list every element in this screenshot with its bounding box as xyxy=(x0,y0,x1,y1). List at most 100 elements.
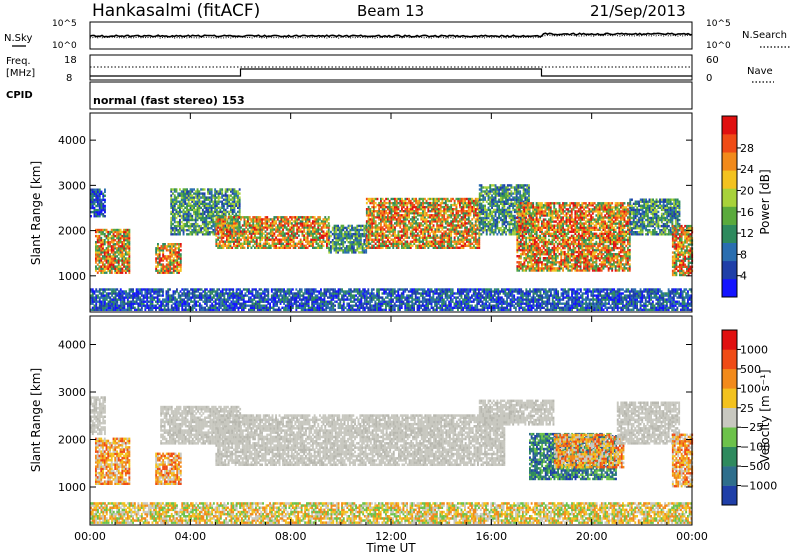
echo-cell xyxy=(126,253,129,256)
echo-cell xyxy=(434,197,437,201)
echo-cell xyxy=(450,230,453,233)
echo-cell xyxy=(250,228,253,231)
echo-cell xyxy=(306,238,309,241)
echo-cell xyxy=(170,202,173,205)
echo-cell xyxy=(535,224,538,227)
echo-cell xyxy=(485,212,488,216)
echo-cell xyxy=(354,251,357,254)
echo-cell xyxy=(527,242,529,246)
echo-cell xyxy=(254,242,256,245)
echo-cell xyxy=(404,246,407,249)
echo-cell xyxy=(255,246,258,249)
echo-cell xyxy=(525,240,528,244)
echo-cell xyxy=(313,232,316,235)
echo-cell xyxy=(301,242,304,245)
echo-cell xyxy=(179,229,181,232)
echo-cell xyxy=(278,238,281,241)
echo-cell xyxy=(510,220,513,224)
echo-cell xyxy=(287,232,290,235)
echo-cell xyxy=(496,186,499,189)
echo-cell xyxy=(238,204,241,207)
echo-cell xyxy=(380,218,382,221)
echo-cell xyxy=(226,198,229,201)
echo-cell xyxy=(542,224,545,227)
echo-cell xyxy=(287,236,290,239)
echo-cell xyxy=(466,197,468,201)
echo-cell xyxy=(439,244,442,247)
echo-cell xyxy=(537,238,540,242)
echo-cell xyxy=(427,205,430,209)
echo-cell xyxy=(282,244,284,247)
echo-cell xyxy=(158,255,161,258)
echo-cell xyxy=(423,212,426,215)
echo-cell xyxy=(296,220,299,223)
echo-cell xyxy=(173,188,176,191)
echo-cell xyxy=(448,216,451,219)
echo-cell xyxy=(182,216,185,220)
echo-cell xyxy=(233,196,236,199)
echo-cell xyxy=(367,212,370,215)
echo-cell xyxy=(546,212,549,215)
echo-cell xyxy=(324,224,327,227)
echo-cell xyxy=(210,224,213,228)
echo-cell xyxy=(539,206,542,209)
echo-cell xyxy=(322,226,325,229)
echo-cell xyxy=(535,202,538,205)
echo-cell xyxy=(250,218,253,221)
echo-cell xyxy=(443,197,446,201)
echo-cell xyxy=(109,243,111,246)
echo-cell xyxy=(217,200,220,203)
echo-cell xyxy=(520,194,523,197)
echo-cell xyxy=(180,204,183,207)
echo-cell xyxy=(214,227,217,230)
echo-cell xyxy=(549,257,552,260)
echo-cell xyxy=(527,222,529,225)
echo-cell xyxy=(95,210,98,214)
echo-cell xyxy=(422,220,424,223)
echo-cell xyxy=(205,214,208,218)
echo-cell xyxy=(517,200,520,203)
echo-cell xyxy=(494,224,497,228)
echo-cell xyxy=(117,265,120,268)
echo-cell xyxy=(228,196,231,199)
echo-cell xyxy=(422,246,424,249)
echo-cell xyxy=(528,261,531,264)
echo-cell xyxy=(374,246,377,249)
echo-cell xyxy=(319,236,321,239)
echo-cell xyxy=(234,224,237,227)
echo-cell xyxy=(505,190,507,193)
echo-cell xyxy=(233,206,236,209)
echo-cell xyxy=(392,203,395,207)
echo-cell xyxy=(501,210,504,214)
echo-cell xyxy=(196,233,199,236)
echo-cell xyxy=(513,224,516,228)
echo-cell xyxy=(371,222,374,225)
echo-cell xyxy=(541,226,543,229)
echo-cell xyxy=(167,263,170,266)
echo-cell xyxy=(430,216,433,219)
echo-cell xyxy=(98,188,101,191)
echo-cell xyxy=(230,194,232,197)
echo-cell xyxy=(418,203,421,207)
echo-cell xyxy=(469,230,472,233)
echo-cell xyxy=(103,259,106,262)
echo-cell xyxy=(359,228,362,232)
echo-cell xyxy=(126,269,129,272)
echo-cell xyxy=(387,220,389,223)
echo-cell xyxy=(172,229,174,232)
echo-cell xyxy=(331,243,334,246)
echo-cell xyxy=(503,202,506,205)
echo-cell xyxy=(469,244,472,247)
echo-cell xyxy=(224,233,227,236)
echo-cell xyxy=(186,214,188,218)
echo-cell xyxy=(367,236,370,239)
echo-cell xyxy=(128,239,131,242)
echo-cell xyxy=(196,200,199,203)
echo-cell xyxy=(390,234,393,237)
echo-cell xyxy=(439,246,442,249)
echo-cell xyxy=(394,244,396,247)
echo-cell xyxy=(523,253,526,256)
echo-cell xyxy=(555,263,557,266)
echo-cell xyxy=(471,230,474,233)
echo-cell xyxy=(273,222,276,225)
